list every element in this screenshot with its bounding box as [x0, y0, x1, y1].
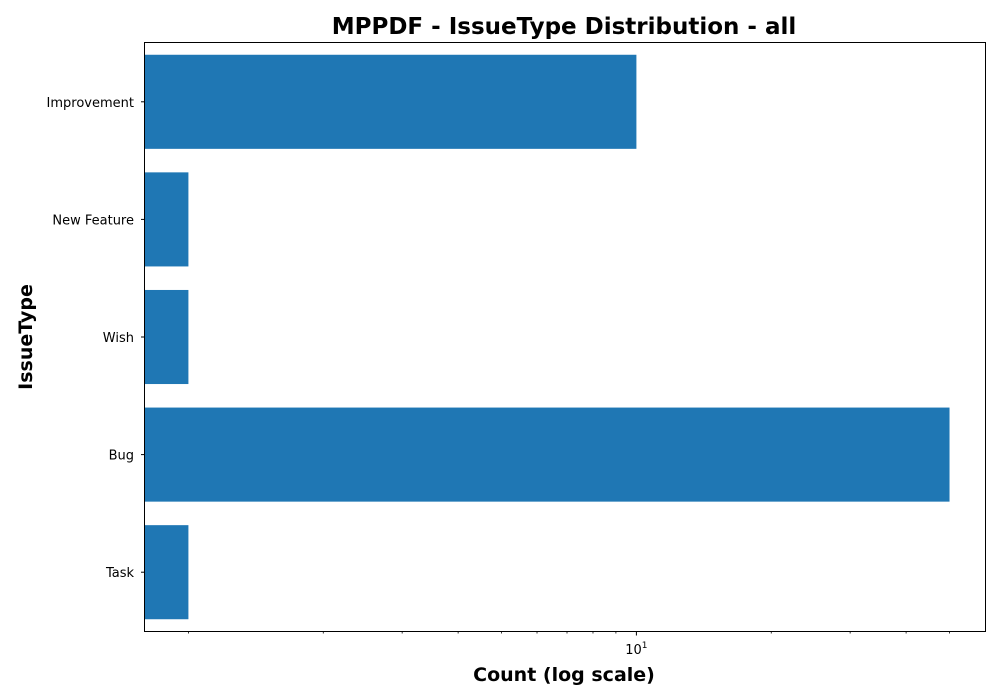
y-tick-label: Wish [103, 331, 134, 346]
bar-new-feature [145, 172, 189, 267]
y-axis-ticks: Improvement New Feature Wish Bug Task [47, 96, 145, 581]
y-tick-label: Bug [109, 449, 134, 464]
y-tick-label: Task [105, 566, 135, 581]
x-tick-exponent: 1 [642, 641, 648, 651]
x-axis-ticks: 101 [188, 631, 950, 658]
bar-improvement [145, 54, 637, 149]
y-tick-label: New Feature [52, 213, 134, 228]
bar-wish [145, 289, 189, 385]
chart-title: MPPDF - IssueType Distribution - all [332, 14, 797, 40]
bar-bug [145, 407, 950, 502]
x-tick-label: 101 [625, 641, 647, 658]
y-tick-label: Improvement [47, 96, 134, 111]
plot-frame [144, 42, 986, 632]
bars-group [145, 54, 950, 620]
y-axis-label: IssueType [15, 284, 37, 390]
bar-task [145, 525, 189, 620]
x-axis-label: Count (log scale) [473, 664, 655, 686]
